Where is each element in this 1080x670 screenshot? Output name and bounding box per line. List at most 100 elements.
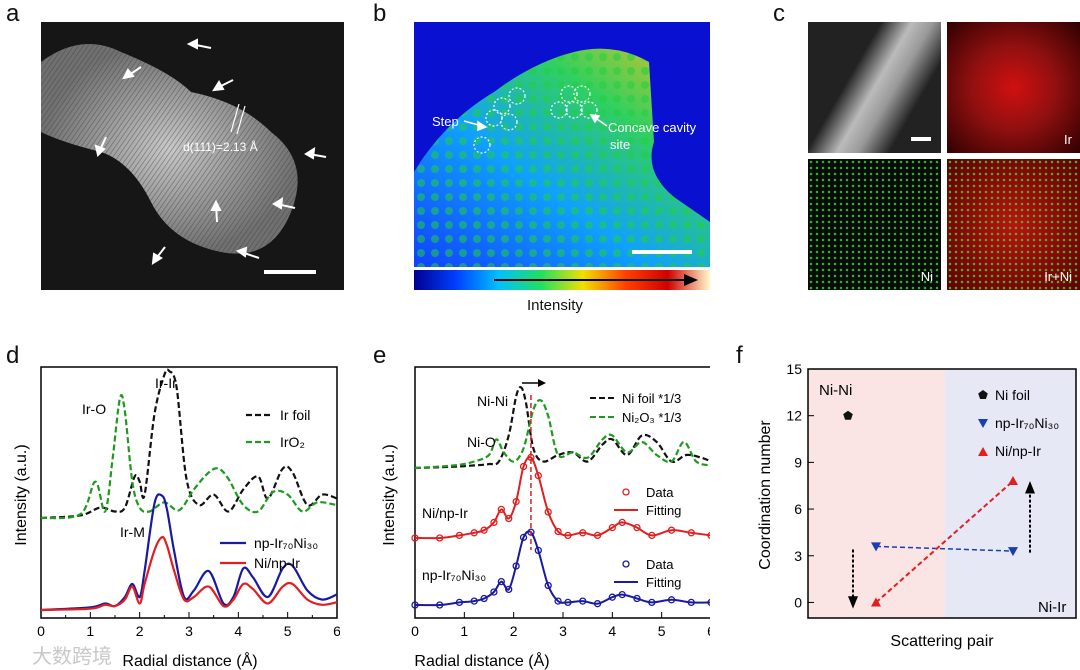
chart-e-xtick-label: 2 bbox=[510, 623, 518, 639]
chart-e-data-point bbox=[436, 534, 444, 542]
step-label: Step bbox=[432, 114, 459, 129]
chart-e-data-point bbox=[534, 546, 542, 555]
chart-e-data-point bbox=[534, 471, 542, 480]
chart-e-data-point bbox=[512, 562, 520, 570]
chart-e-annotation: Ni-Ni bbox=[477, 393, 508, 409]
chart-d-xtick-label: 1 bbox=[86, 623, 94, 639]
panel-letter-f: f bbox=[736, 342, 743, 369]
eds-scale-bar bbox=[911, 137, 931, 141]
chart-d: 0 1 2 3 4 5 6 Radial distance (Å) Intensity (a.u… bbox=[13, 366, 340, 670]
chart-e-shift-arrowhead bbox=[538, 379, 546, 387]
chart-f-legend-swatch bbox=[978, 419, 988, 428]
chart-d-legend-label: IrO₂ bbox=[280, 434, 305, 450]
chart-e-legend-label: Ni foil *1/3 bbox=[622, 391, 681, 406]
chart-e-legend-label: Data bbox=[646, 485, 674, 500]
chart-e-data-point bbox=[519, 462, 528, 471]
chart-e-data-point bbox=[490, 588, 498, 596]
chart-f-ylabel: Coordination number bbox=[757, 420, 774, 570]
chart-e-data-point bbox=[579, 529, 587, 537]
tem-image: d(111)=2.13 Å bbox=[41, 22, 344, 290]
chart-e-sample-label: Ni/np-Ir bbox=[422, 505, 468, 521]
colorbar-arrow bbox=[494, 274, 698, 286]
eds-map-grid: Ir Ni Ir+Ni bbox=[808, 22, 1080, 290]
chart-f-xlabel: Scattering pair bbox=[890, 633, 994, 650]
eds-map-irni: Ir+Ni bbox=[947, 159, 1080, 290]
chart-f-point-ni-foil bbox=[843, 410, 853, 420]
chart-f-legend-swatch bbox=[978, 390, 988, 399]
chart-d-annotation: Ir-O bbox=[82, 401, 106, 417]
chart-d-xtick-label: 6 bbox=[333, 623, 340, 639]
chart-f-link-ni bbox=[875, 480, 1014, 604]
chart-e-data-point bbox=[593, 600, 602, 608]
chart-e-fit-line bbox=[414, 456, 710, 540]
chart-e-data-point bbox=[544, 581, 552, 590]
chart-e-xtick-label: 6 bbox=[707, 623, 710, 639]
chart-e-xtick-label: 5 bbox=[658, 623, 666, 639]
eds-label-ni: Ni bbox=[920, 269, 933, 284]
chart-e-data-point bbox=[411, 534, 419, 542]
chart-e-series-line bbox=[414, 386, 710, 470]
colorbar-label: Intensity bbox=[527, 297, 583, 314]
chart-f: 0 3 6 9 12 15 Ni-Ni Ni-Ir Ni foil np-Ir₇₀Ni₃₀ Ni/n… bbox=[757, 361, 1077, 650]
chart-e-data-point bbox=[687, 598, 695, 607]
chart-e-legend-swatch bbox=[622, 560, 630, 568]
chart-e-legend-label: Fitting bbox=[646, 575, 681, 590]
panel-letter-a: a bbox=[6, 0, 20, 27]
cavity-label-line1: Concave cavity bbox=[608, 120, 697, 135]
chart-f-ytick-label: 3 bbox=[794, 548, 802, 564]
chart-e-data-point bbox=[667, 596, 676, 604]
chart-f-region-right bbox=[945, 369, 1076, 618]
chart-e-xtick-label: 1 bbox=[460, 623, 468, 639]
chart-d-xtick-label: 3 bbox=[185, 623, 193, 639]
chart-e-xtick-label: 0 bbox=[411, 623, 419, 639]
chart-e-data-point bbox=[480, 594, 488, 603]
chart-e-annotation: Ni-O bbox=[467, 434, 496, 450]
chart-f-point-np bbox=[871, 542, 881, 552]
chart-f-point-ni bbox=[1008, 476, 1018, 486]
chart-d-series-line bbox=[40, 535, 338, 612]
chart-f-link-np bbox=[875, 545, 1014, 552]
chart-d-legend-label: Ir foil bbox=[280, 407, 310, 423]
chart-d-legend-label: np-Ir₇₀Ni₃₀ bbox=[254, 535, 318, 551]
chart-d-series-line bbox=[40, 368, 338, 520]
eds-map-ni: Ni bbox=[808, 159, 941, 290]
chart-e-data-point bbox=[633, 594, 641, 603]
chart-e-data-point bbox=[470, 529, 478, 537]
chart-f-region-label-right: Ni-Ir bbox=[1038, 599, 1066, 616]
chart-e-data-point bbox=[608, 523, 616, 532]
eds-map-ir: Ir bbox=[947, 22, 1080, 153]
chart-e-data-point bbox=[608, 593, 616, 601]
chart-d-annotation: Ir-M bbox=[120, 524, 145, 540]
chart-e-data-point bbox=[436, 601, 444, 609]
chart-e-legend-swatch bbox=[622, 488, 630, 496]
eds-label-irni: Ir+Ni bbox=[1044, 269, 1072, 284]
chart-e-data-point bbox=[648, 531, 656, 540]
chart-e-data-point bbox=[667, 526, 676, 534]
chart-e-data-point bbox=[564, 531, 572, 540]
chart-e-data-point bbox=[554, 527, 562, 536]
chart-f-ytick-label: 9 bbox=[794, 454, 802, 470]
chart-e-data-point bbox=[579, 597, 587, 605]
panel-letter-d: d bbox=[6, 342, 20, 369]
watermark: 大数跨境 bbox=[32, 644, 112, 668]
chart-e-data-point bbox=[455, 531, 464, 540]
chart-f-ytick-label: 6 bbox=[794, 501, 802, 517]
chart-e-ylabel: Intensity (a.u.) bbox=[381, 444, 398, 545]
chart-d-xlabel: Radial distance (Å) bbox=[122, 651, 257, 670]
chart-e-data-point bbox=[707, 531, 710, 539]
chart-d-series-line bbox=[40, 493, 338, 612]
chart-e-data-point bbox=[455, 598, 464, 607]
intensity-colorbar bbox=[414, 270, 710, 290]
chart-f-legend-swatch bbox=[978, 447, 988, 456]
eds-label-ir: Ir bbox=[1064, 132, 1072, 147]
chart-f-frame bbox=[807, 368, 1077, 619]
chart-e-data-point bbox=[618, 590, 626, 599]
chart-f-region-left bbox=[808, 369, 945, 618]
chart-e-data-point bbox=[519, 533, 528, 542]
chart-d-series-line bbox=[40, 394, 338, 520]
chart-e: 0 1 2 3 4 5 6 Ni-Ni Ni-O Ni/np-Ir np-Ir₇₀Ni₃₀ Radia… bbox=[381, 366, 710, 670]
chart-e-data-point bbox=[497, 505, 505, 514]
chart-e-data-point bbox=[480, 526, 488, 534]
panel-letter-e: e bbox=[373, 342, 387, 369]
chart-e-legend-label: Fitting bbox=[646, 503, 681, 518]
